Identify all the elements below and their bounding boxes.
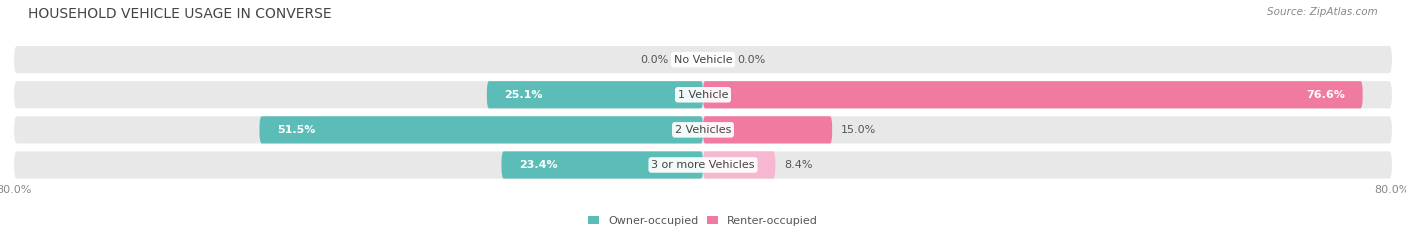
FancyBboxPatch shape [14, 46, 1392, 73]
Text: No Vehicle: No Vehicle [673, 55, 733, 65]
FancyBboxPatch shape [14, 116, 1392, 143]
Text: 25.1%: 25.1% [505, 90, 543, 100]
FancyBboxPatch shape [14, 81, 1392, 108]
FancyBboxPatch shape [14, 151, 1392, 179]
Text: 1 Vehicle: 1 Vehicle [678, 90, 728, 100]
FancyBboxPatch shape [703, 116, 832, 143]
Text: 15.0%: 15.0% [841, 125, 876, 135]
Text: 51.5%: 51.5% [277, 125, 315, 135]
Text: 0.0%: 0.0% [640, 55, 669, 65]
Text: 23.4%: 23.4% [519, 160, 557, 170]
FancyBboxPatch shape [486, 81, 703, 108]
Text: 76.6%: 76.6% [1306, 90, 1346, 100]
FancyBboxPatch shape [703, 151, 775, 179]
Legend: Owner-occupied, Renter-occupied: Owner-occupied, Renter-occupied [583, 211, 823, 230]
Text: 8.4%: 8.4% [785, 160, 813, 170]
Text: Source: ZipAtlas.com: Source: ZipAtlas.com [1267, 7, 1378, 17]
FancyBboxPatch shape [502, 151, 703, 179]
Text: 0.0%: 0.0% [738, 55, 766, 65]
Text: 2 Vehicles: 2 Vehicles [675, 125, 731, 135]
FancyBboxPatch shape [703, 81, 1362, 108]
Text: 3 or more Vehicles: 3 or more Vehicles [651, 160, 755, 170]
Text: HOUSEHOLD VEHICLE USAGE IN CONVERSE: HOUSEHOLD VEHICLE USAGE IN CONVERSE [28, 7, 332, 21]
FancyBboxPatch shape [260, 116, 703, 143]
